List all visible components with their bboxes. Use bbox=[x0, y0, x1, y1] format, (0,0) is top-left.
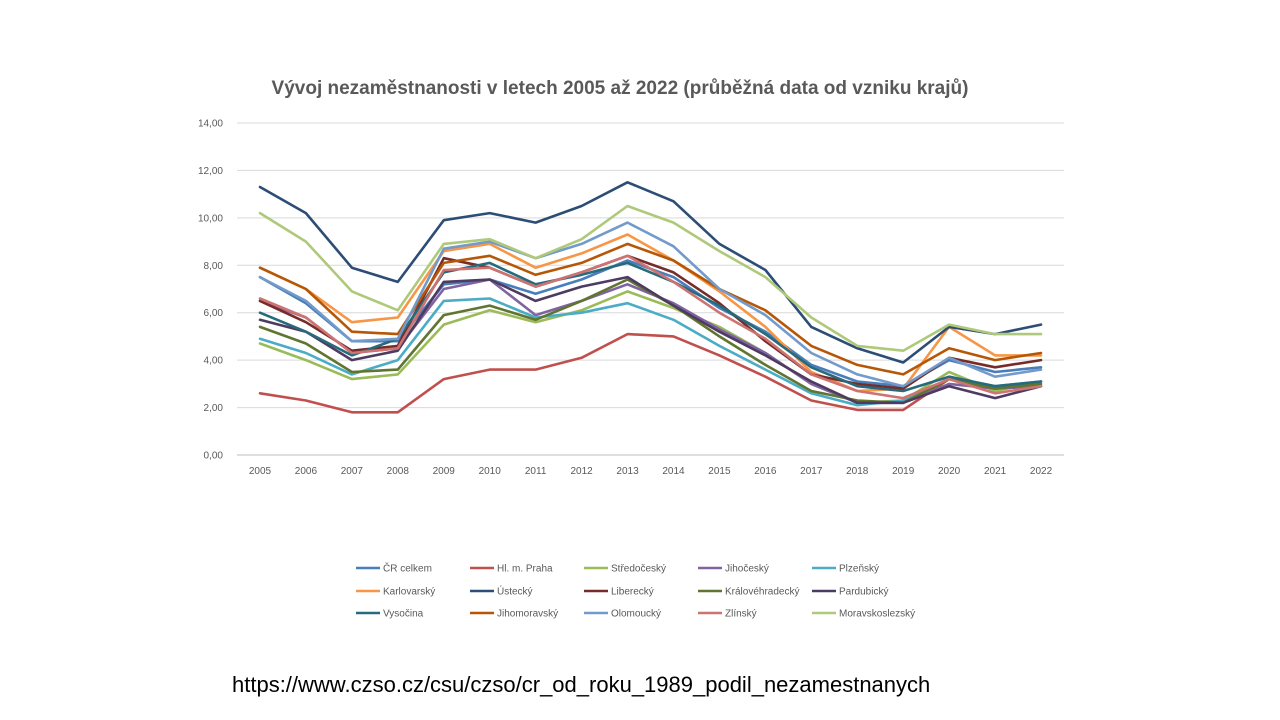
x-tick-label: 2007 bbox=[341, 466, 364, 477]
x-tick-label: 2021 bbox=[984, 466, 1007, 477]
series-line-1 bbox=[258, 332, 1043, 414]
legend-item: Karlovarský bbox=[356, 587, 435, 598]
legend-label: Jihočeský bbox=[725, 564, 769, 575]
y-tick-label: 12,00 bbox=[198, 166, 223, 177]
legend-label: ČR celkem bbox=[383, 562, 432, 575]
x-tick-label: 2005 bbox=[249, 466, 272, 477]
x-tick-label: 2013 bbox=[616, 466, 639, 477]
x-axis-ticks: 2005 2006 2007 2008 2009 2010 2011 2012 2013 2014… bbox=[249, 466, 1053, 477]
legend-item: Liberecký bbox=[584, 587, 654, 598]
gridlines bbox=[237, 122, 1064, 456]
series-line-14 bbox=[258, 204, 1043, 353]
y-tick-label: 10,00 bbox=[198, 213, 223, 224]
legend-item: Pardubický bbox=[812, 587, 888, 598]
legend-item: ČR celkem bbox=[356, 562, 432, 575]
series-line-6 bbox=[258, 181, 1043, 364]
source-url: https://www.czso.cz/csu/czso/cr_od_roku_… bbox=[232, 672, 931, 697]
legend-item: Jihočeský bbox=[698, 564, 769, 575]
x-tick-label: 2006 bbox=[295, 466, 318, 477]
legend-item: Středočeský bbox=[584, 564, 666, 575]
series-line-11 bbox=[258, 242, 1043, 376]
legend-label: Olomoucký bbox=[611, 609, 661, 620]
legend-label: Královéhradecký bbox=[725, 587, 799, 598]
y-tick-label: 6,00 bbox=[204, 308, 224, 319]
x-tick-label: 2019 bbox=[892, 466, 915, 477]
legend-item: Olomoucký bbox=[584, 609, 661, 620]
legend: ČR celkem Hl. m. Praha Středočeský Jihočesk… bbox=[356, 562, 915, 620]
x-tick-label: 2010 bbox=[479, 466, 502, 477]
x-tick-label: 2012 bbox=[570, 466, 593, 477]
legend-label: Plzeňský bbox=[839, 564, 879, 575]
chart-title: Vývoj nezaměstnanosti v letech 2005 až 2… bbox=[271, 78, 969, 99]
legend-item: Hl. m. Praha bbox=[470, 564, 553, 575]
x-tick-label: 2014 bbox=[662, 466, 685, 477]
x-tick-label: 2018 bbox=[846, 466, 869, 477]
series-line-9 bbox=[258, 275, 1043, 405]
legend-item: Moravskoslezský bbox=[812, 609, 915, 620]
legend-label: Pardubický bbox=[839, 587, 888, 598]
y-tick-label: 8,00 bbox=[204, 261, 224, 272]
x-tick-label: 2016 bbox=[754, 466, 777, 477]
legend-label: Moravskoslezský bbox=[839, 609, 915, 620]
legend-item: Jihomoravský bbox=[470, 609, 558, 620]
legend-label: Ústecký bbox=[497, 585, 533, 598]
legend-label: Liberecký bbox=[611, 587, 654, 598]
y-tick-label: 2,00 bbox=[204, 403, 224, 414]
legend-label: Zlínský bbox=[725, 609, 757, 620]
series-line-5 bbox=[258, 233, 1043, 393]
legend-item: Zlínský bbox=[698, 609, 757, 620]
legend-item: Ústecký bbox=[470, 585, 533, 598]
legend-item: Vysočina bbox=[356, 609, 424, 620]
y-tick-label: 4,00 bbox=[204, 356, 224, 367]
x-tick-label: 2017 bbox=[800, 466, 823, 477]
series-line-12 bbox=[258, 221, 1043, 388]
x-tick-label: 2009 bbox=[433, 466, 456, 477]
legend-label: Jihomoravský bbox=[497, 609, 558, 620]
y-tick-label: 0,00 bbox=[204, 451, 224, 462]
series-line-4 bbox=[258, 297, 1043, 407]
series-line-7 bbox=[258, 254, 1043, 390]
legend-label: Vysočina bbox=[383, 609, 424, 620]
series-line-13 bbox=[258, 254, 1043, 400]
x-tick-label: 2022 bbox=[1030, 466, 1053, 477]
y-axis-ticks: 0,00 2,00 4,00 6,00 8,00 10,00 12,00 14,00 bbox=[198, 119, 223, 462]
legend-item: Královéhradecký bbox=[698, 587, 799, 598]
x-tick-label: 2020 bbox=[938, 466, 961, 477]
x-tick-label: 2008 bbox=[387, 466, 410, 477]
series-lines bbox=[258, 181, 1043, 414]
legend-label: Středočeský bbox=[611, 564, 666, 575]
legend-item: Plzeňský bbox=[812, 564, 879, 575]
series-line-10 bbox=[258, 261, 1043, 393]
x-tick-label: 2011 bbox=[525, 466, 547, 477]
x-tick-label: 2015 bbox=[708, 466, 731, 477]
y-tick-label: 14,00 bbox=[198, 119, 223, 130]
legend-label: Hl. m. Praha bbox=[497, 564, 553, 575]
legend-label: Karlovarský bbox=[383, 587, 435, 598]
